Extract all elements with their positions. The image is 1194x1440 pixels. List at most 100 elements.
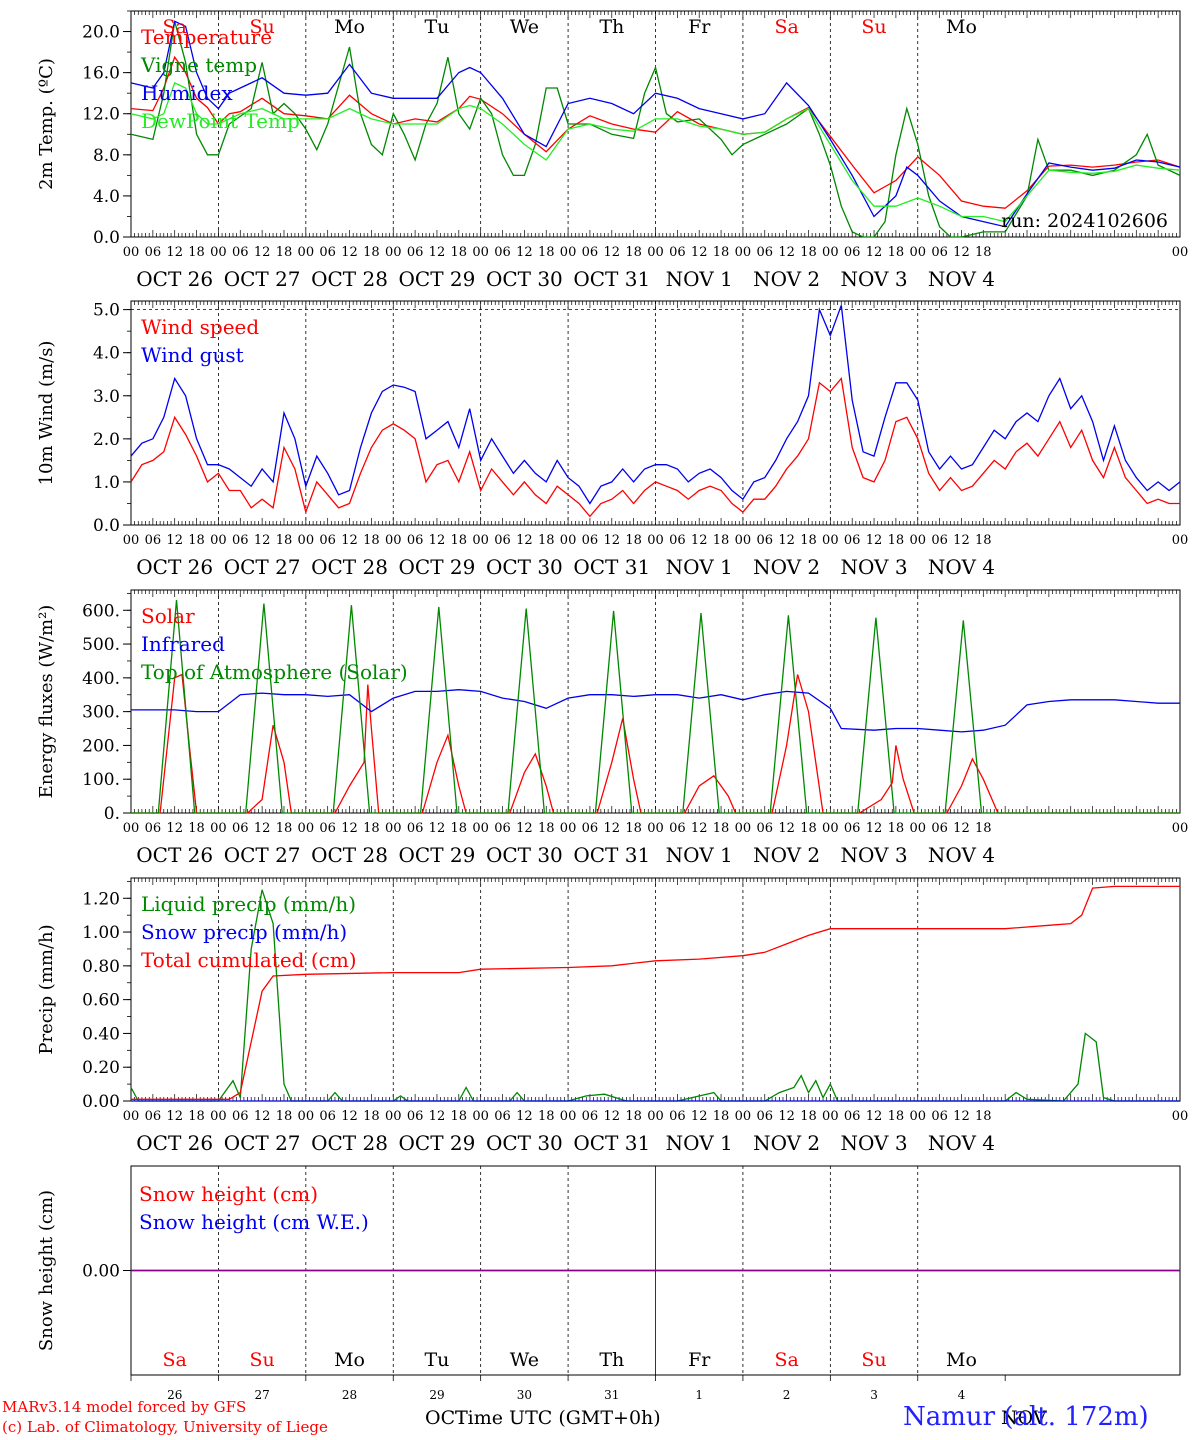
hour-tick-label: 18 (451, 533, 468, 548)
day-of-week-label: Tu (424, 16, 449, 38)
y-tick-label: 200. (82, 736, 120, 756)
series-line-infrared (131, 689, 1180, 733)
y-axis-label: 10m Wind (m/s) (36, 341, 57, 486)
hour-tick-label: 18 (188, 245, 205, 260)
y-tick-label: 400. (82, 669, 120, 689)
y-tick-label: 300. (82, 703, 120, 723)
hour-tick-label: 18 (800, 1109, 817, 1124)
hour-tick-label: 00 (1172, 821, 1189, 836)
panel-temp: 0.0 4.0 8.0 12.0 16.0 20.0 2m Temp. (ºC) Temper… (36, 10, 1188, 291)
date-label: OCT 27 (224, 267, 301, 291)
date-label: OCT 26 (136, 1131, 213, 1155)
hour-tick-label: 18 (625, 821, 642, 836)
hour-tick-label: 18 (188, 533, 205, 548)
hour-tick-label: 18 (363, 1109, 380, 1124)
hour-tick-label: 12 (429, 821, 446, 836)
hour-tick-label: 18 (363, 533, 380, 548)
date-label: OCT 31 (573, 1131, 650, 1155)
hour-tick-label: 12 (604, 245, 621, 260)
hour-tick-label: 06 (319, 1109, 336, 1124)
date-label: OCT 28 (311, 1131, 388, 1155)
hour-tick-label: 00 (560, 245, 577, 260)
date-label: OCT 28 (311, 843, 388, 867)
hour-tick-label: 00 (472, 245, 489, 260)
legend-entry: Infrared (141, 632, 225, 656)
hour-tick-label: 12 (604, 821, 621, 836)
y-tick-label: 1.00 (82, 923, 120, 943)
hour-tick-label: 06 (756, 821, 773, 836)
hour-tick-label: 18 (713, 1109, 730, 1124)
date-label: OCT 30 (486, 267, 563, 291)
hour-tick-label: 18 (276, 1109, 293, 1124)
date-label: OCT 29 (399, 555, 476, 579)
panel-energy: 0. 100. 200. 300. 400. 500. 600. Energy fluxes … (36, 589, 1189, 867)
hour-tick-label: 00 (210, 533, 227, 548)
hour-tick-label: 00 (298, 533, 315, 548)
day-of-week-label: Sa (774, 16, 798, 38)
date-label: NOV 3 (841, 1131, 908, 1155)
y-tick-label: 0.60 (82, 991, 120, 1011)
hour-tick-label: 00 (298, 245, 315, 260)
hour-tick-label: 06 (931, 245, 948, 260)
hour-tick-label: 12 (953, 1109, 970, 1124)
hour-tick-label: 12 (778, 533, 795, 548)
y-axis-label: Snow height (cm) (36, 1190, 57, 1351)
hour-tick-label: 18 (625, 1109, 642, 1124)
date-label: NOV 1 (666, 1131, 733, 1155)
series-line-wind-gust (130, 305, 1181, 505)
day-number-label: 2 (783, 1388, 791, 1402)
y-axis-label: 2m Temp. (ºC) (36, 58, 57, 190)
series-line-vigne-temp (130, 21, 1181, 238)
hour-tick-label: 06 (145, 533, 162, 548)
day-number-label: 28 (342, 1388, 357, 1402)
hour-tick-label: 00 (385, 1109, 402, 1124)
date-label: NOV 2 (753, 267, 820, 291)
y-tick-label: 0.20 (82, 1058, 120, 1078)
day-of-week-label: Th (599, 1349, 624, 1371)
hour-tick-label: 12 (341, 1109, 358, 1124)
date-label: NOV 2 (753, 555, 820, 579)
hour-tick-label: 00 (735, 1109, 752, 1124)
day-of-week-label: Mo (946, 16, 977, 38)
hour-tick-label: 06 (319, 533, 336, 548)
hour-tick-label: 12 (778, 821, 795, 836)
y-tick-label: 1.20 (82, 889, 120, 909)
panel-wind: 0.0 1.0 2.0 3.0 4.0 5.0 10m Wind (m/s) Wind spe… (36, 300, 1189, 579)
legend-entry: Snow precip (mm/h) (141, 920, 347, 944)
legend-entry: Top of Atmosphere (Solar) (141, 660, 408, 684)
hour-tick-label: 00 (560, 533, 577, 548)
month-label-nov: NOV (1001, 1407, 1047, 1429)
hour-tick-label: 00 (210, 821, 227, 836)
y-axis-label: Energy fluxes (W/m²) (36, 605, 57, 799)
hour-tick-label: 00 (909, 821, 926, 836)
y-tick-label: 600. (82, 601, 120, 621)
date-label: OCT 26 (136, 555, 213, 579)
hour-tick-label: 12 (778, 1109, 795, 1124)
date-label: NOV 2 (753, 843, 820, 867)
day-number-label: 4 (958, 1388, 966, 1402)
y-tick-label: 4.0 (93, 187, 120, 207)
hour-tick-label: 00 (298, 1109, 315, 1124)
run-label: run: 2024102606 (1001, 210, 1168, 232)
hour-tick-label: 00 (472, 1109, 489, 1124)
hour-tick-label: 12 (953, 821, 970, 836)
hour-tick-label: 12 (691, 245, 708, 260)
day-of-week-label: Mo (334, 1349, 365, 1371)
lab-credit: (c) Lab. of Climatology, University of L… (2, 1418, 328, 1436)
day-of-week-label: We (510, 1349, 539, 1371)
day-number-label: 27 (254, 1388, 269, 1402)
y-tick-label: 0.80 (82, 957, 120, 977)
hour-tick-label: 00 (909, 1109, 926, 1124)
hour-tick-label: 00 (560, 821, 577, 836)
hour-tick-label: 12 (691, 821, 708, 836)
hour-tick-label: 00 (123, 1109, 140, 1124)
hour-tick-label: 00 (1172, 533, 1189, 548)
date-label: NOV 1 (666, 555, 733, 579)
hour-tick-label: 00 (822, 821, 839, 836)
hour-tick-label: 06 (407, 1109, 424, 1124)
hour-tick-label: 00 (472, 821, 489, 836)
series-line-humidex (130, 20, 1181, 228)
hour-tick-label: 12 (429, 1109, 446, 1124)
y-tick-label: 1.0 (93, 473, 120, 493)
hour-tick-label: 12 (341, 533, 358, 548)
